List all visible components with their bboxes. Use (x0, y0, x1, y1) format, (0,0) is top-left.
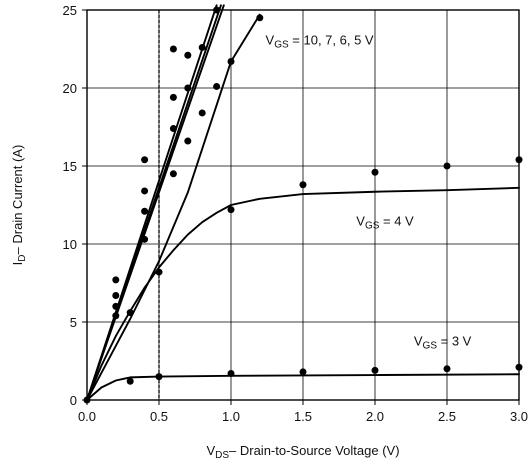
y-tick-label-0: 0 (70, 393, 77, 408)
series-3-point-6 (227, 57, 235, 65)
x-tick-label-5: 2.5 (438, 409, 456, 424)
annotation-1-rest: = 4 V (379, 213, 414, 228)
series-3-point-2 (169, 170, 177, 178)
y-tick-label-1: 5 (70, 315, 77, 330)
x-axis-title-rest: – Drain-to-Source Voltage (V) (229, 443, 400, 458)
series-0-point-2 (169, 45, 177, 53)
series-1-point-2 (169, 93, 177, 101)
series-4-point-2 (227, 206, 235, 214)
annotation-0: VGS = 10, 7, 6, 5 V (266, 32, 374, 50)
series-5-point-2 (227, 369, 235, 377)
x-tick-label-0: 0.0 (78, 409, 96, 424)
annotation-0-rest: = 10, 7, 6, 5 V (289, 32, 374, 47)
series-1-point-1 (141, 187, 149, 195)
y-axis-ticks: 0 5 10 15 20 25 (63, 3, 87, 408)
y-tick-label-2: 10 (63, 237, 77, 252)
x-tick-label-4: 2.0 (366, 409, 384, 424)
annotation-2: VGS = 3 V (414, 333, 472, 351)
series-4-point-0 (126, 309, 134, 317)
annotation-0-subscript: GS (274, 39, 289, 50)
series-4-curve (86, 186, 520, 401)
series-0-point-1 (141, 156, 149, 164)
y-tick-label-3: 15 (63, 159, 77, 174)
series-5-point-5 (443, 365, 451, 373)
series-4-point-4 (371, 168, 379, 176)
series-3-point-0 (112, 312, 120, 320)
series-5-point-0 (126, 377, 134, 385)
series-1-point-0 (112, 291, 120, 299)
series-0-point-0 (112, 276, 120, 284)
y-axis-title: ID– Drain Current (A) (10, 145, 28, 266)
series-4-point-3 (299, 181, 307, 189)
x-axis-ticks: 0.0 0.5 1.0 1.5 2.0 2.5 3.0 (78, 400, 528, 424)
y-axis-title-main: I (10, 262, 25, 266)
y-axis-title-subscript: D (17, 254, 28, 261)
x-tick-label-1: 0.5 (150, 409, 168, 424)
annotation-2-subscript: GS (423, 340, 438, 351)
series-5-curve (86, 373, 520, 401)
annotation-2-main: V (414, 333, 423, 348)
series-5-point-3 (299, 368, 307, 376)
series-5-point-4 (371, 366, 379, 374)
x-axis-title: VDS– Drain-to-Source Voltage (V) (206, 443, 399, 461)
series-2-point-1 (141, 207, 149, 215)
x-tick-label-2: 1.0 (222, 409, 240, 424)
x-tick-label-3: 1.5 (294, 409, 312, 424)
series-2-point-3 (184, 84, 192, 92)
series-1-point-3 (184, 51, 192, 59)
series-2-point-2 (169, 125, 177, 133)
series-2-point-0 (112, 302, 120, 310)
annotation-1-main: V (356, 213, 365, 228)
annotation-0-main: V (266, 32, 275, 47)
series-4-point-1 (155, 268, 163, 276)
series-4-point-5 (443, 162, 451, 170)
annotation-1-subscript: GS (365, 220, 380, 231)
y-axis-title-rest: – Drain Current (A) (10, 145, 25, 255)
y-tick-label-4: 20 (63, 81, 77, 96)
annotation-1: VGS = 4 V (356, 213, 414, 231)
x-axis-title-subscript: DS (215, 450, 229, 461)
series-5-point-1 (155, 373, 163, 381)
series-3-point-7 (256, 14, 264, 22)
x-tick-label-6: 3.0 (510, 409, 528, 424)
annotation-2-rest: = 3 V (437, 333, 472, 348)
x-axis-title-main: V (206, 443, 215, 458)
y-tick-label-5: 25 (63, 3, 77, 18)
series-3-point-3 (184, 137, 192, 145)
series-3-point-5 (213, 82, 221, 90)
series-3-point-4 (198, 109, 206, 117)
series-2-curve (86, 4, 225, 401)
series-3-point-1 (141, 235, 149, 243)
series-1-point-4 (198, 43, 206, 51)
